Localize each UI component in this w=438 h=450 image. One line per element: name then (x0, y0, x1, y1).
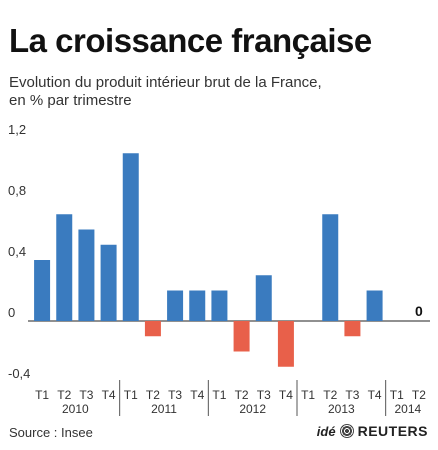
bar (277, 321, 294, 367)
bar (167, 290, 184, 321)
bar (211, 290, 228, 321)
y-tick-label: 0,8 (8, 183, 26, 198)
x-tick-label: T3 (168, 388, 182, 402)
bar (233, 321, 250, 352)
x-tick-label: T1 (35, 388, 49, 402)
x-tick-label: T4 (279, 388, 293, 402)
reuters-logo: idé REUTERS (317, 423, 428, 439)
bar (344, 321, 361, 337)
bar (100, 244, 117, 321)
logo-brand: REUTERS (357, 423, 428, 439)
bar (366, 290, 383, 321)
x-tick-label: T2 (57, 388, 71, 402)
x-tick-label: T2 (412, 388, 426, 402)
x-tick-label: T3 (345, 388, 359, 402)
x-year-label: 2010 (62, 402, 89, 416)
bar (78, 229, 95, 321)
x-tick-label: T2 (323, 388, 337, 402)
y-tick-label: -0,4 (8, 366, 30, 381)
bar (34, 260, 51, 321)
y-tick-label: 1,2 (8, 122, 26, 137)
x-year-label: 2013 (328, 402, 355, 416)
bar (322, 214, 339, 321)
chart-title: La croissance française (9, 22, 372, 59)
x-tick-label: T1 (124, 388, 138, 402)
bar (56, 214, 73, 321)
subtitle-line-2: en % par trimestre (9, 92, 132, 109)
x-tick-label: T4 (102, 388, 116, 402)
x-year-label: 2014 (394, 402, 421, 416)
reuters-dot-icon (339, 424, 354, 438)
bar (255, 275, 272, 321)
x-year-label: 2011 (151, 402, 177, 416)
x-tick-label: T4 (190, 388, 204, 402)
logo-prefix: idé (316, 423, 336, 439)
x-tick-label: T2 (146, 388, 160, 402)
subtitle-line-1: Evolution du produit intérieur brut de l… (9, 74, 322, 91)
chart-subtitle: Evolution du produit intérieur brut de l… (9, 74, 429, 110)
x-tick-label: T4 (368, 388, 382, 402)
y-tick-label: 0 (8, 305, 15, 320)
bar (122, 153, 139, 321)
bar (144, 321, 161, 337)
x-tick-label: T1 (390, 388, 404, 402)
x-tick-label: T1 (301, 388, 315, 402)
x-tick-label: T3 (79, 388, 93, 402)
data-label: 0 (415, 303, 423, 319)
x-tick-label: T2 (235, 388, 249, 402)
bar (189, 290, 206, 321)
source-note: Source : Insee (9, 425, 93, 440)
x-tick-label: T3 (257, 388, 271, 402)
x-tick-label: T1 (212, 388, 226, 402)
x-year-label: 2012 (239, 402, 266, 416)
y-tick-label: 0,4 (8, 244, 26, 259)
